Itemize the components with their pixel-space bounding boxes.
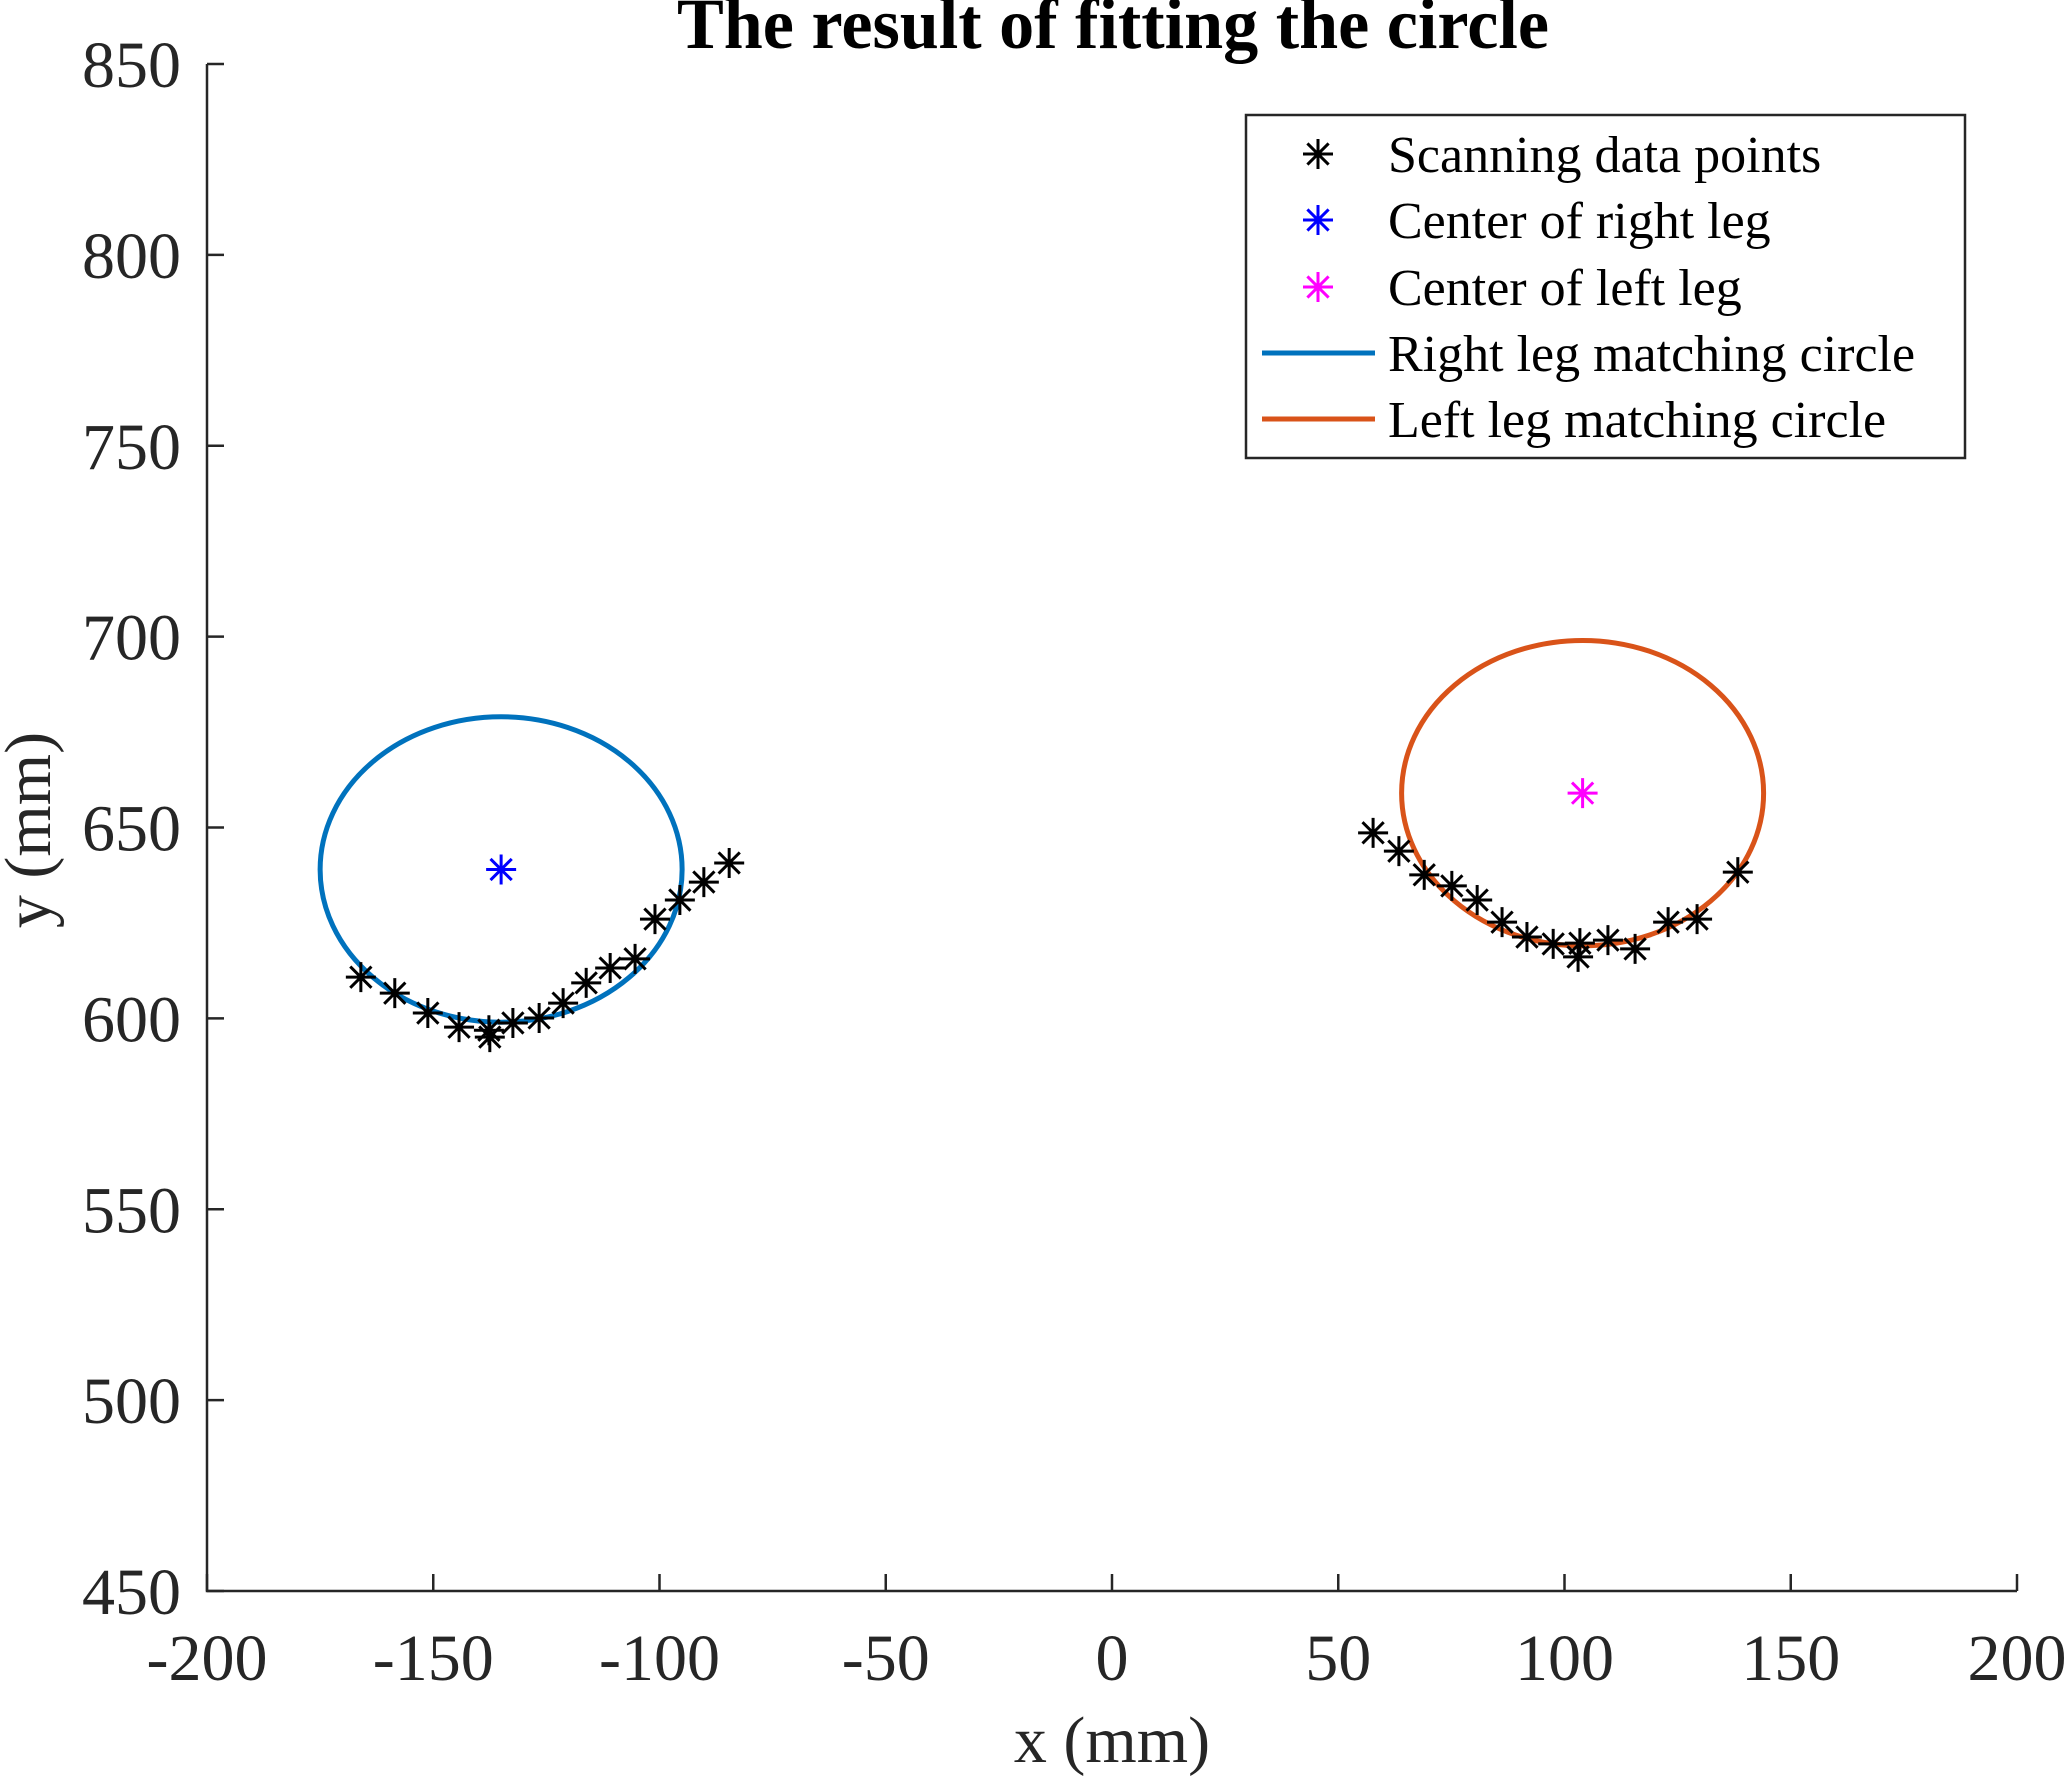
legend: Scanning data points Center of right leg C…	[1244, 113, 1967, 460]
scan-point-marker	[345, 962, 376, 993]
legend-label: Center of left leg	[1388, 260, 1742, 317]
x-tick-label: 100	[1515, 1622, 1614, 1695]
scan-point-marker	[1682, 904, 1713, 935]
x-tick-label: 0	[1096, 1622, 1129, 1695]
scan-point-marker	[1409, 859, 1440, 890]
scan-point-marker	[1511, 922, 1542, 953]
x-tick-label: 150	[1741, 1622, 1840, 1695]
scan-point-marker	[1436, 870, 1467, 901]
scan-point-marker	[1487, 907, 1518, 938]
legend-asterisk-icon	[1303, 272, 1333, 302]
legend-label: Scanning data points	[1388, 127, 1821, 184]
x-tick-label: -50	[842, 1622, 930, 1695]
scan-point-marker	[474, 1022, 505, 1053]
legend-item-scanning-points: Scanning data points	[1303, 127, 1821, 184]
legend-item-left-center: Center of left leg	[1303, 260, 1742, 317]
y-tick-label: 700	[82, 602, 181, 675]
axis-tick-labels: -200 -150 -100 -50 0 50 100 150 200 450 500 550 600 6…	[82, 29, 2067, 1695]
data-markers	[345, 778, 1753, 1053]
scan-point-marker	[1620, 933, 1651, 964]
scan-point-marker	[688, 867, 719, 898]
x-tick-label: 50	[1305, 1622, 1371, 1695]
legend-item-right-center: Center of right leg	[1303, 193, 1771, 250]
legend-box	[1244, 113, 1967, 460]
legend-label: Center of right leg	[1388, 193, 1771, 250]
right-leg-center-marker	[486, 854, 517, 885]
x-tick-label: -200	[147, 1622, 268, 1695]
y-tick-label: 450	[82, 1556, 181, 1629]
scan-point-marker	[1564, 928, 1595, 959]
scan-point-marker	[1563, 941, 1594, 972]
scan-point-marker	[497, 1007, 528, 1038]
legend-asterisk-icon	[1303, 205, 1333, 235]
scan-point-marker	[1592, 925, 1623, 956]
y-tick-label: 750	[82, 411, 181, 484]
axes-frame	[205, 64, 2017, 1593]
left-leg-center-marker	[1567, 778, 1598, 809]
scan-point-marker	[1653, 907, 1684, 938]
scan-point-marker	[548, 988, 579, 1019]
legend-label: Left leg matching circle	[1388, 392, 1886, 449]
x-tick-label: -100	[599, 1622, 720, 1695]
scan-point-marker	[1722, 857, 1753, 888]
y-tick-label: 800	[82, 220, 181, 293]
x-tick-label: 200	[1968, 1622, 2067, 1695]
scan-point-marker	[571, 967, 602, 998]
scan-point-marker	[639, 904, 670, 935]
scan-point-marker	[444, 1012, 475, 1043]
y-tick-label: 650	[82, 793, 181, 866]
legend-label: Right leg matching circle	[1388, 326, 1915, 383]
scan-point-marker	[1358, 817, 1389, 848]
legend-asterisk-icon	[1303, 139, 1333, 169]
x-tick-label: -150	[373, 1622, 494, 1695]
legend-item-right-circle: Right leg matching circle	[1262, 326, 1915, 383]
scan-point-marker	[1538, 928, 1569, 959]
y-axis-label: y (mm)	[0, 732, 65, 928]
y-tick-label: 550	[82, 1174, 181, 1247]
chart-title: The result of fitting the circle	[677, 0, 1549, 64]
scan-point-marker	[595, 952, 626, 983]
scan-point-marker	[379, 978, 410, 1009]
y-tick-label: 600	[82, 983, 181, 1056]
y-tick-label: 850	[82, 29, 181, 102]
legend-item-left-circle: Left leg matching circle	[1262, 392, 1886, 449]
y-tick-label: 500	[82, 1365, 181, 1438]
scan-point-marker	[620, 943, 651, 974]
scan-point-marker	[412, 998, 443, 1029]
x-axis-label: x (mm)	[1014, 1704, 1210, 1777]
scan-point-marker	[524, 1002, 555, 1033]
scan-point-marker	[1462, 885, 1493, 916]
scan-point-marker	[664, 885, 695, 916]
scan-point-marker	[714, 848, 745, 879]
scan-point-marker	[1383, 836, 1414, 867]
